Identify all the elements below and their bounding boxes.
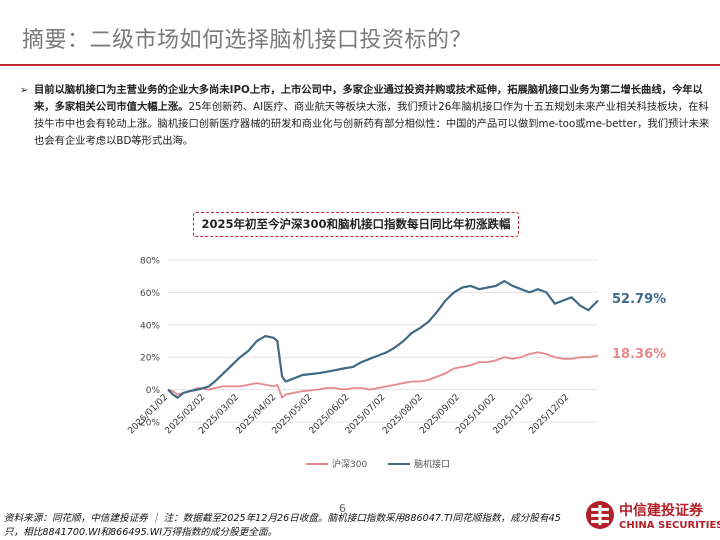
chart-legend: 沪深300 脑机接口: [306, 457, 468, 470]
page-number: 6: [339, 502, 346, 515]
legend-swatch-csi300: [306, 462, 328, 465]
summary-normal: 25年创新药、AI医疗、商业航天等板块大涨，我们预计26年脑机接口作为十五五规划…: [34, 101, 710, 147]
end-label-bci: 52.79%: [612, 291, 667, 307]
company-logo: 中信建投证券 CHINA SECURITIES: [585, 498, 720, 538]
logo-text-cn: 中信建投证券: [619, 503, 703, 519]
footer-source: 资料来源：同花顺，中信建投证券 ｜ 注：数据截至2025年12月26日收盘。脑机…: [4, 513, 561, 538]
series-line-bci: [167, 279, 599, 399]
y-tick-label: 40%: [140, 321, 160, 331]
summary-bold: 目前以脑机接口为主营业务的企业大多尚未IPO上市，上市公司中，多家企业通过投资并…: [34, 84, 703, 113]
y-tick-label: 60%: [140, 289, 160, 299]
bullet-icon: ➢: [20, 85, 29, 96]
legend-label-csi300: 沪深300: [332, 460, 368, 470]
summary-text: 目前以脑机接口为主营业务的企业大多尚未IPO上市，上市公司中，多家企业通过投资并…: [34, 82, 710, 150]
line-chart: 80%60%40%20%0%-20%2025/01/022025/02/0220…: [126, 257, 599, 436]
page-title: 摘要：二级市场如何选择脑机接口投资标的？: [22, 28, 473, 53]
y-tick-label: 80%: [140, 257, 160, 267]
title-rule: [0, 64, 720, 66]
summary-paragraph: ➢ 目前以脑机接口为主营业务的企业大多尚未IPO上市，上市公司中，多家企业通过投…: [20, 82, 710, 150]
end-label-csi300: 18.36%: [612, 346, 667, 362]
y-tick-label: 20%: [140, 354, 160, 364]
y-tick-label: 0%: [146, 386, 161, 396]
legend-item-bci: 脑机接口: [388, 457, 450, 470]
chart-title: 2025年初至今沪深300和脑机接口指数每日同比年初涨跌幅: [193, 212, 519, 237]
legend-item-csi300: 沪深300: [306, 457, 367, 470]
legend-swatch-bci: [388, 462, 411, 465]
legend-label-bci: 脑机接口: [414, 460, 451, 470]
logo-text-en: CHINA SECURITIES: [619, 520, 720, 531]
y-tick-label: -20%: [137, 419, 161, 429]
series-line-csi300: [167, 351, 599, 399]
china-securities-logo-icon: [586, 501, 614, 529]
